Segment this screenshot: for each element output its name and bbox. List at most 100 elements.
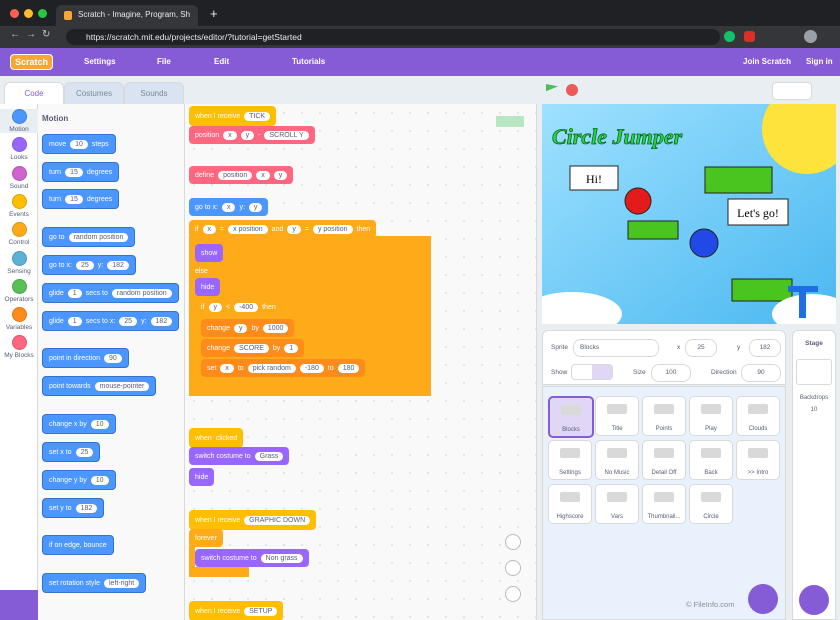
- logo[interactable]: Scratch: [10, 54, 54, 70]
- nav-buttons[interactable]: ←→↻: [10, 29, 57, 40]
- script-block[interactable]: when clicked: [189, 428, 244, 448]
- ext-abp[interactable]: [744, 31, 755, 42]
- stop-button[interactable]: [566, 84, 578, 96]
- script-block[interactable]: hide: [189, 468, 215, 486]
- category[interactable]: Operators: [0, 278, 38, 303]
- show-toggle[interactable]: [571, 364, 613, 380]
- y-field[interactable]: 182: [749, 339, 781, 357]
- palette-block[interactable]: turn 15 degrees: [42, 189, 120, 209]
- script-block[interactable]: switch costume to Non grass: [195, 549, 309, 567]
- sprite-tile[interactable]: Vars: [595, 484, 639, 524]
- script-block[interactable]: show: [195, 244, 224, 262]
- script-block[interactable]: change SCORE by 1: [201, 339, 305, 357]
- green-flag[interactable]: [546, 84, 558, 92]
- sprite-thumb: [654, 404, 674, 414]
- sprite-tile[interactable]: Blocks: [548, 396, 594, 438]
- extension-button[interactable]: [0, 590, 38, 620]
- profile[interactable]: [804, 30, 817, 43]
- sprite-tile[interactable]: Title: [595, 396, 639, 436]
- stage-size-buttons[interactable]: [772, 82, 812, 100]
- palette-block[interactable]: point towards mouse-pointer: [42, 376, 157, 396]
- script-block[interactable]: when I receive GRAPHIC DOWN: [189, 510, 317, 530]
- editor-tab[interactable]: Code: [4, 82, 64, 106]
- script-block[interactable]: change y by 1000: [201, 319, 295, 337]
- sprite-tile[interactable]: Circle: [689, 484, 733, 524]
- category[interactable]: Control: [0, 222, 38, 246]
- sprite-tile[interactable]: >> Intro: [736, 440, 780, 480]
- new-tab[interactable]: +: [210, 6, 218, 21]
- category[interactable]: Events: [0, 193, 38, 218]
- edit-menu[interactable]: Edit: [214, 57, 230, 66]
- x-field[interactable]: 25: [685, 339, 717, 357]
- stage-thumb[interactable]: [796, 359, 832, 385]
- script-block[interactable]: if y < -400 then: [195, 298, 282, 316]
- category[interactable]: Motion: [0, 109, 38, 133]
- category[interactable]: My Blocks: [0, 335, 38, 359]
- sprite-tile[interactable]: Settings: [548, 440, 592, 480]
- category[interactable]: Sound: [0, 165, 38, 190]
- script-block[interactable]: set x to pick random -180 to 180: [201, 359, 366, 377]
- sprite-tile[interactable]: Points: [642, 396, 686, 436]
- sprite-tile[interactable]: Back: [689, 440, 733, 480]
- size-field[interactable]: 100: [651, 364, 691, 382]
- zoom-out[interactable]: [505, 560, 521, 576]
- add-sprite[interactable]: [748, 584, 778, 614]
- sprite-tile[interactable]: Detail Off: [642, 440, 686, 480]
- palette-block[interactable]: set y to 182: [42, 498, 105, 518]
- address-bar[interactable]: https://scratch.mit.edu/projects/editor/…: [66, 29, 720, 45]
- direction-field[interactable]: 90: [741, 364, 781, 382]
- close[interactable]: [10, 9, 19, 18]
- join-link[interactable]: Join Scratch: [743, 57, 792, 66]
- category[interactable]: Variables: [0, 307, 38, 331]
- block-label: go to x:: [49, 261, 72, 269]
- block-label: <: [226, 303, 231, 311]
- palette-block[interactable]: glide 1 secs to x: 25 y: 182: [42, 311, 180, 331]
- category[interactable]: Looks: [0, 137, 38, 161]
- script-block[interactable]: if x = x position and y = y position then: [189, 220, 377, 238]
- palette-block[interactable]: change x by 10: [42, 414, 116, 434]
- palette-block[interactable]: set rotation style left-right: [42, 573, 147, 593]
- palette-block[interactable]: point in direction 90: [42, 348, 129, 368]
- sprite-tile[interactable]: No Music: [595, 440, 639, 480]
- script-block[interactable]: switch costume to Grass: [189, 447, 290, 465]
- script-block[interactable]: hide: [195, 278, 221, 296]
- script-block[interactable]: go to x: x y: y: [189, 198, 269, 216]
- zoom-reset[interactable]: [505, 586, 521, 602]
- script-block[interactable]: when I receive TICK: [189, 106, 277, 126]
- settings-menu[interactable]: Settings: [84, 57, 116, 66]
- script-block[interactable]: define position x y: [189, 166, 294, 184]
- sprite-tile[interactable]: Thumbnail...: [642, 484, 686, 524]
- ext-g[interactable]: [724, 31, 735, 42]
- palette-block[interactable]: set x to 25: [42, 442, 101, 462]
- tutorials-menu[interactable]: Tutorials: [292, 57, 326, 66]
- editor-tab[interactable]: Costumes: [64, 82, 124, 106]
- script-block[interactable]: else: [189, 262, 214, 280]
- sprite-tile[interactable]: Clouds: [736, 396, 780, 436]
- palette-block[interactable]: move 10 steps: [42, 134, 116, 154]
- palette-block[interactable]: go to random position: [42, 227, 136, 247]
- palette-block[interactable]: turn 15 degrees: [42, 162, 120, 182]
- sprite-tile[interactable]: Highscore: [548, 484, 592, 524]
- category[interactable]: Sensing: [0, 250, 38, 275]
- add-backdrop[interactable]: [799, 585, 829, 615]
- maximize[interactable]: [38, 9, 47, 18]
- palette-block[interactable]: go to x: 25 y: 182: [42, 255, 136, 275]
- block-input: 180: [337, 363, 360, 373]
- script-block[interactable]: forever: [189, 529, 223, 547]
- block-input: x: [221, 202, 236, 212]
- palette-block[interactable]: glide 1 secs to random position: [42, 283, 179, 303]
- sprite-name[interactable]: Blocks: [573, 339, 659, 357]
- minimize[interactable]: [24, 9, 33, 18]
- sign-in-link[interactable]: Sign in: [806, 57, 833, 66]
- platform: [704, 166, 773, 194]
- zoom-in[interactable]: [505, 534, 521, 550]
- sprite-tile[interactable]: Play: [689, 396, 733, 436]
- script-block[interactable]: when I receive SETUP: [189, 601, 284, 620]
- browser-tab[interactable]: Scratch - Imagine, Program, Sh: [56, 5, 198, 26]
- script-block[interactable]: position x y - SCROLL Y: [189, 126, 315, 144]
- file-menu[interactable]: File: [157, 57, 171, 66]
- editor-tab[interactable]: Sounds: [124, 82, 184, 106]
- sprite-thumb: [607, 404, 627, 414]
- palette-block[interactable]: change y by 10: [42, 470, 116, 490]
- palette-block[interactable]: if on edge, bounce: [42, 535, 114, 555]
